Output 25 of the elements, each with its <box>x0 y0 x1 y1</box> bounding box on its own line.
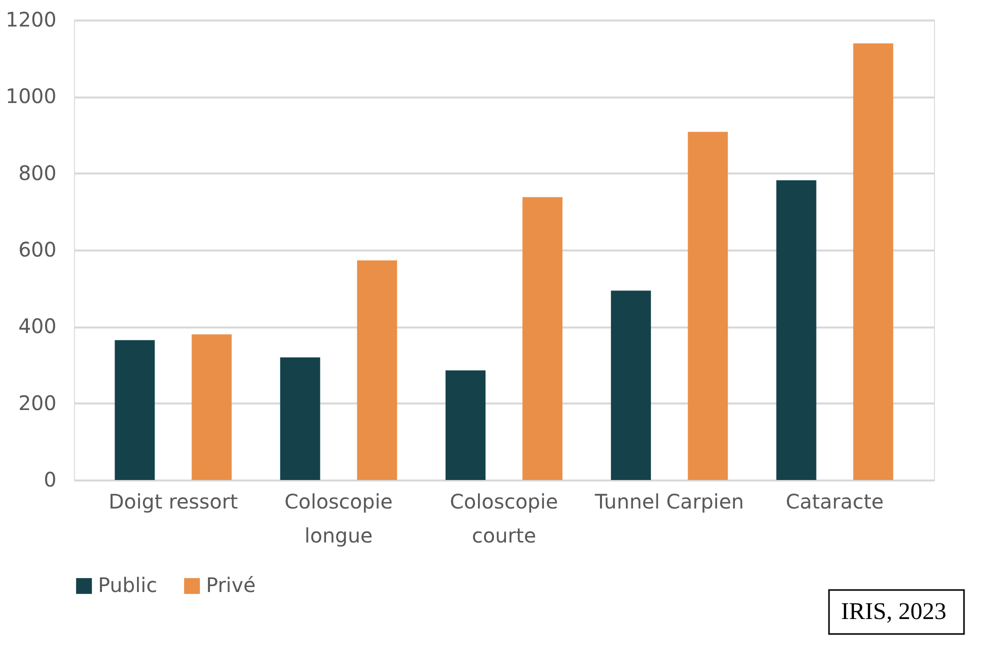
bar <box>446 370 486 480</box>
y-tick-label: 800 <box>18 160 56 185</box>
legend-label: Privé <box>206 573 256 597</box>
x-tick-label: Coloscopie longue <box>284 490 393 548</box>
x-tick-label: Doigt ressort <box>108 490 238 514</box>
x-tick-label: Cataracte <box>786 490 884 514</box>
x-tick-label: Coloscopie courte <box>450 490 558 548</box>
y-tick-label: 400 <box>18 314 56 338</box>
text: IRIS, 2023 <box>841 599 946 625</box>
y-tick-label: 600 <box>18 238 56 262</box>
bar <box>114 340 155 480</box>
y-tick-label: 0 <box>44 468 56 492</box>
legend-label: Public <box>98 573 158 597</box>
bar <box>280 357 320 480</box>
bar <box>357 260 398 480</box>
x-tick-label: Tunnel Carpien <box>594 490 744 514</box>
y-tick-label: 1000 <box>6 84 56 108</box>
y-tick-label: 1200 <box>6 8 56 32</box>
bar <box>192 334 232 480</box>
bar <box>522 197 562 480</box>
bar <box>776 180 816 480</box>
bar <box>610 290 651 480</box>
bar <box>853 43 894 480</box>
bar <box>688 132 728 480</box>
y-tick-label: 200 <box>18 390 56 415</box>
